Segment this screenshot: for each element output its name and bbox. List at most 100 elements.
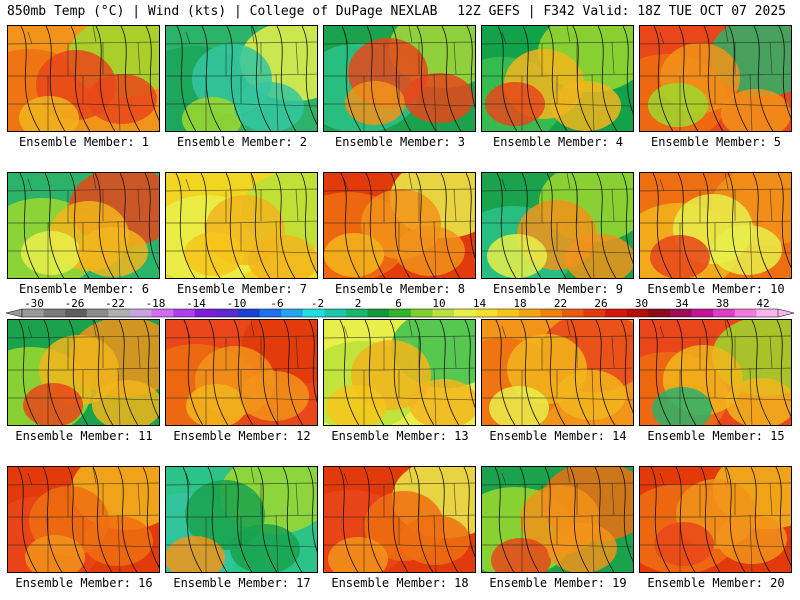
colorbar-swatch (626, 309, 649, 317)
ensemble-map-10 (639, 172, 792, 279)
ensemble-map-12 (165, 319, 318, 426)
colorbar-tick-label: 18 (513, 297, 526, 310)
colorbar-tick-label: 6 (395, 297, 402, 310)
temperature-field (166, 173, 317, 278)
ensemble-map-9 (481, 172, 634, 279)
temperature-field (640, 26, 791, 131)
colorbar-tick-label: 30 (635, 297, 648, 310)
ensemble-map-17 (165, 466, 318, 573)
ensemble-member-label: Ensemble Member: 20 (647, 576, 785, 590)
temperature-field (166, 26, 317, 131)
temperature-field (482, 467, 633, 572)
ensemble-map-16 (7, 466, 160, 573)
colorbar-swatch (497, 309, 520, 317)
colorbar-tick-label: -22 (105, 297, 125, 310)
colorbar-swatch (346, 309, 369, 317)
ensemble-map-7 (165, 172, 318, 279)
colorbar-swatch (367, 309, 390, 317)
colorbar-tick-label: 10 (432, 297, 445, 310)
colorbar-swatch (22, 309, 45, 317)
colorbar-tick-label: -14 (186, 297, 206, 310)
temperature-field (8, 467, 159, 572)
temperature-field (640, 320, 791, 425)
colorbar-tick-label: -6 (270, 297, 283, 310)
ensemble-member-label: Ensemble Member: 3 (334, 135, 466, 149)
colorbar-swatch (734, 309, 757, 317)
colorbar-swatch (756, 309, 779, 317)
temperature-field (166, 467, 317, 572)
ensemble-member-label: Ensemble Member: 5 (650, 135, 782, 149)
temperature-field (640, 173, 791, 278)
ensemble-map-19 (481, 466, 634, 573)
colorbar-swatch (173, 309, 196, 317)
colorbar-swatch (562, 309, 585, 317)
colorbar-swatch (670, 309, 693, 317)
colorbar-swatch (86, 309, 109, 317)
temperature-colorbar: -30 -26 -22 -18 -14 -10 -6 -2 2 6 10 14 18 22 26 30 34 38… (5, 297, 795, 318)
colorbar-swatch (518, 309, 541, 317)
temperature-field (8, 26, 159, 131)
colorbar-swatch (713, 309, 736, 317)
ensemble-member-label: Ensemble Member: 1 (18, 135, 150, 149)
colorbar-tick-label: 34 (675, 297, 689, 310)
ensemble-map-2 (165, 25, 318, 132)
ensemble-member-label: Ensemble Member: 12 (173, 429, 311, 443)
ensemble-member-label: Ensemble Member: 13 (331, 429, 469, 443)
ensemble-map-20 (639, 466, 792, 573)
temperature-field (640, 467, 791, 572)
ensemble-map-6 (7, 172, 160, 279)
colorbar-swatch (151, 309, 174, 317)
ensemble-member-label: Ensemble Member: 10 (647, 282, 785, 296)
ensemble-member-label: Ensemble Member: 17 (173, 576, 311, 590)
colorbar-swatch (43, 309, 66, 317)
colorbar-swatch (108, 309, 131, 317)
ensemble-member-label: Ensemble Member: 14 (489, 429, 627, 443)
ensemble-member-label: Ensemble Member: 6 (18, 282, 150, 296)
ensemble-member-label: Ensemble Member: 19 (489, 576, 627, 590)
ensemble-map-8 (323, 172, 476, 279)
colorbar-swatch (281, 309, 304, 317)
colorbar-swatch (216, 309, 239, 317)
colorbar-tick-label: -30 (24, 297, 44, 310)
colorbar-left-arrow (5, 308, 23, 318)
ensemble-member-label: Ensemble Member: 9 (492, 282, 624, 296)
ensemble-map-5 (639, 25, 792, 132)
colorbar-swatch (691, 309, 714, 317)
ensemble-map-4 (481, 25, 634, 132)
colorbar-swatch (475, 309, 498, 317)
ensemble-member-label: Ensemble Member: 8 (334, 282, 466, 296)
colorbar-swatch (65, 309, 88, 317)
colorbar-swatch (605, 309, 628, 317)
colorbar-swatch (194, 309, 217, 317)
ensemble-member-label: Ensemble Member: 18 (331, 576, 469, 590)
temperature-field (8, 320, 159, 425)
colorbar-swatch (432, 309, 455, 317)
colorbar-swatch (259, 309, 282, 317)
ensemble-map-18 (323, 466, 476, 573)
ensemble-member-label: Ensemble Member: 7 (176, 282, 308, 296)
ensemble-member-label: Ensemble Member: 4 (492, 135, 624, 149)
temperature-field (482, 320, 633, 425)
ensemble-map-1 (7, 25, 160, 132)
temperature-field (324, 173, 475, 278)
colorbar-swatch (410, 309, 433, 317)
colorbar-swatch (130, 309, 153, 317)
colorbar-swatch (583, 309, 606, 317)
colorbar-tick-label: 26 (594, 297, 607, 310)
temperature-field (324, 26, 475, 131)
colorbar-tick-label: 38 (716, 297, 729, 310)
colorbar-right-arrow (777, 308, 795, 318)
temperature-field (8, 173, 159, 278)
temperature-field (324, 320, 475, 425)
colorbar-tick-label: -10 (227, 297, 247, 310)
colorbar-tick-label: 2 (355, 297, 362, 310)
colorbar-swatch (648, 309, 671, 317)
colorbar-swatch (389, 309, 412, 317)
ensemble-member-label: Ensemble Member: 16 (15, 576, 153, 590)
temperature-field (482, 26, 633, 131)
ensemble-member-label: Ensemble Member: 15 (647, 429, 785, 443)
ensemble-member-label: Ensemble Member: 2 (176, 135, 308, 149)
colorbar-swatch (540, 309, 563, 317)
ensemble-member-label: Ensemble Member: 11 (15, 429, 153, 443)
model-run-info: 12Z GEFS | F342 Valid: 18Z TUE OCT 07 20… (457, 4, 786, 19)
